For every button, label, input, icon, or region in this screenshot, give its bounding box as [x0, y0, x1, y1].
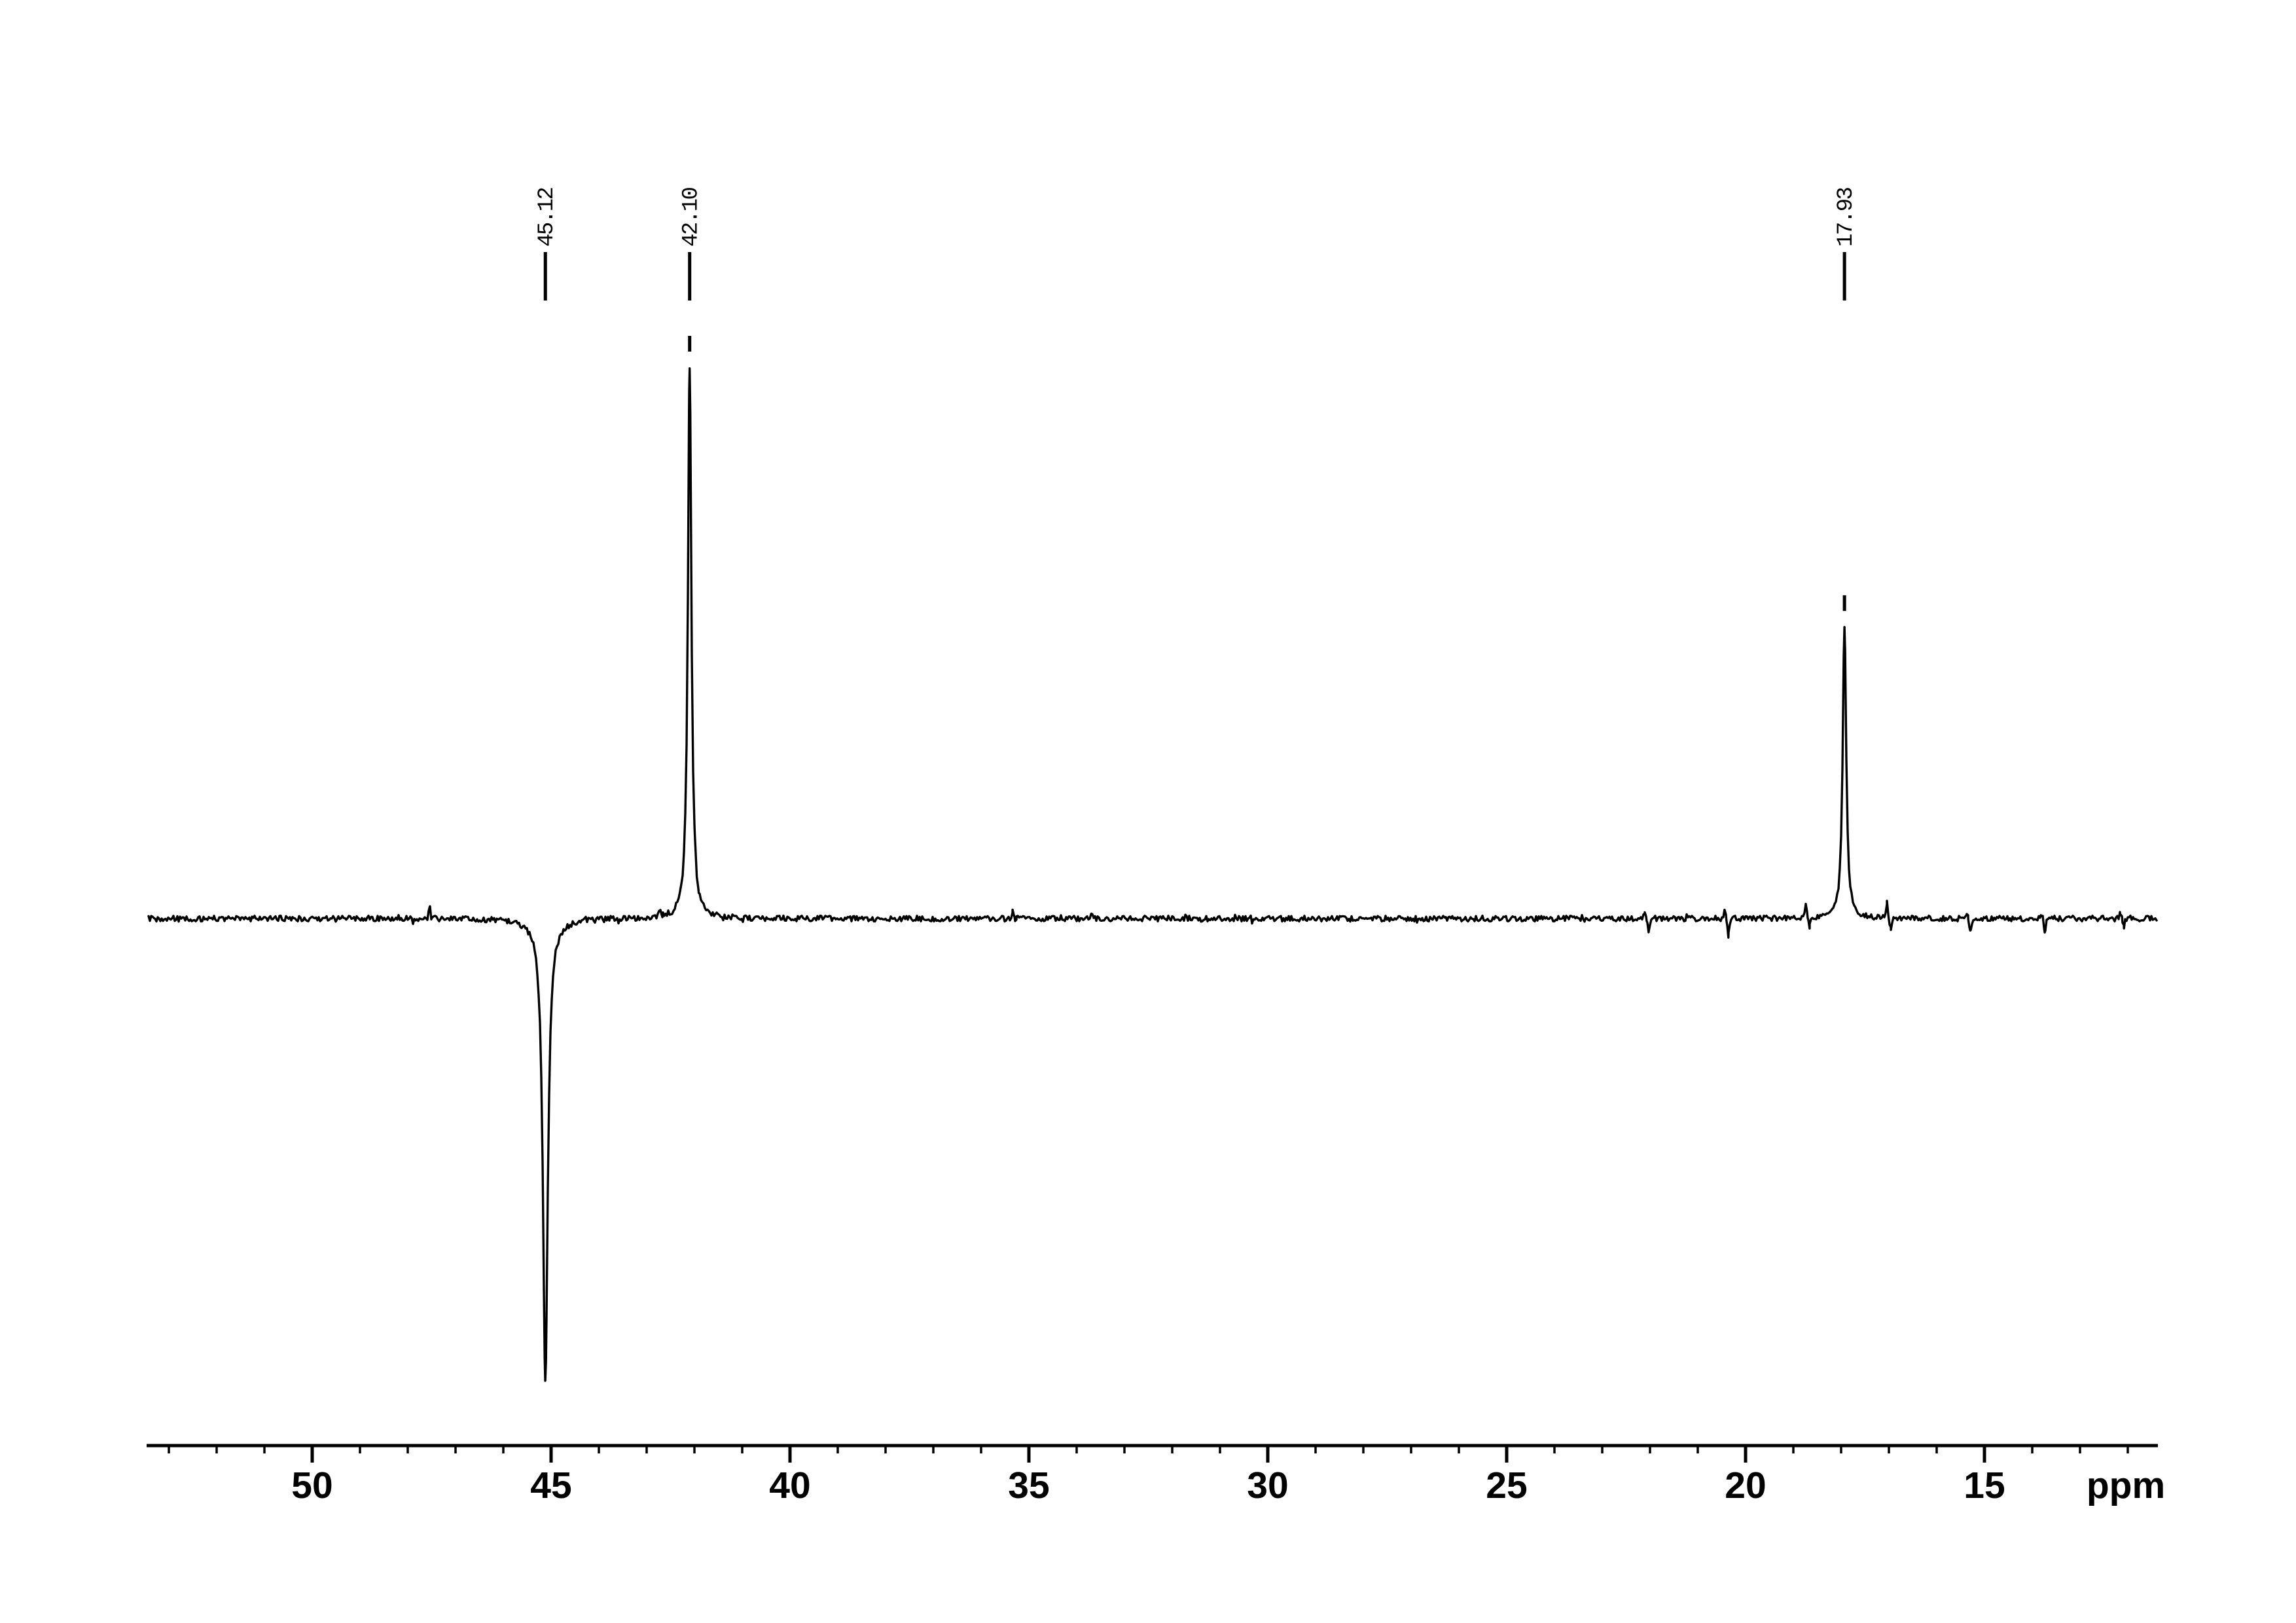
x-axis-tick-label: 35: [1008, 1465, 1049, 1506]
spectrum-trace-layer: [147, 367, 2158, 1382]
x-axis-unit-label: ppm: [2087, 1465, 2165, 1506]
x-axis-tick-label: 40: [769, 1465, 810, 1506]
spectrum-trace: [147, 367, 2158, 1382]
x-axis-tick-label: 15: [1964, 1465, 2005, 1506]
x-axis-tick-label: 20: [1725, 1465, 1766, 1506]
x-axis-tick-label: 30: [1247, 1465, 1288, 1506]
x-axis-tick-label: 25: [1486, 1465, 1527, 1506]
x-axis-tick-label: 50: [291, 1465, 332, 1506]
peak-shift-label: 42.10: [679, 187, 704, 247]
peak-shift-label: 45.12: [535, 188, 560, 247]
peak-annotation-layer: 45.12 42.10 17.93: [535, 187, 1859, 611]
x-axis-tick-label: 45: [530, 1465, 571, 1506]
x-axis-layer: 50 45 40 35 30 25 20 15 ppm: [147, 1444, 2165, 1506]
peak-shift-label: 17.93: [1834, 187, 1859, 247]
